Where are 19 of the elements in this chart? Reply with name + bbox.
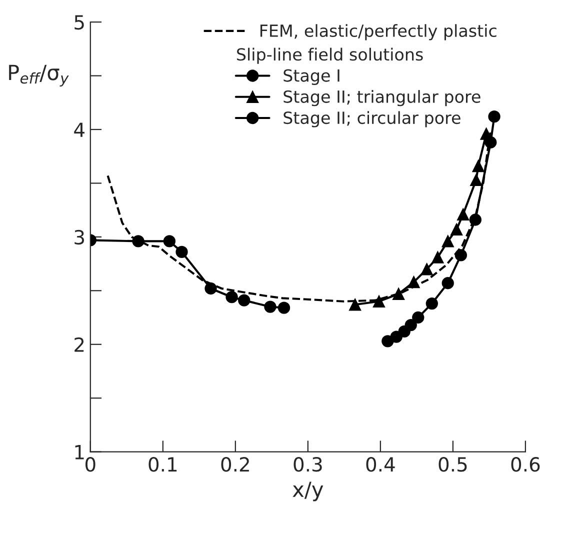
y-tick-label: 1 [75,445,84,460]
x-tick-label: 0.6 [511,457,540,472]
y-tick-label: 5 [74,15,84,30]
x-tick-label: 0.5 [438,457,467,472]
y-tick-label: 3 [74,230,84,245]
x-tick-label: 0 [85,457,96,472]
y-tick-label: 4 [74,122,84,137]
x-tick-label: 0.1 [148,457,177,472]
legend-label: Stage II; circular pore [284,111,460,128]
legend-label: Stage II; triangular pore [284,90,480,106]
legend-label: Stage I [284,69,340,86]
legend-label: FEM, elastic/perfectly plastic [260,24,496,40]
y-tick-label: 2 [74,337,84,352]
x-axis-title: x/y [292,482,324,502]
legend-title: Slip-line field solutions [237,48,423,64]
x-tick-label: 0.4 [366,457,395,472]
x-tick-label: 0.2 [221,457,249,472]
x-tick-label: 0.3 [294,457,322,472]
y-axis-title: P$_{eff}$/σ$_{y}$ [9,64,69,86]
